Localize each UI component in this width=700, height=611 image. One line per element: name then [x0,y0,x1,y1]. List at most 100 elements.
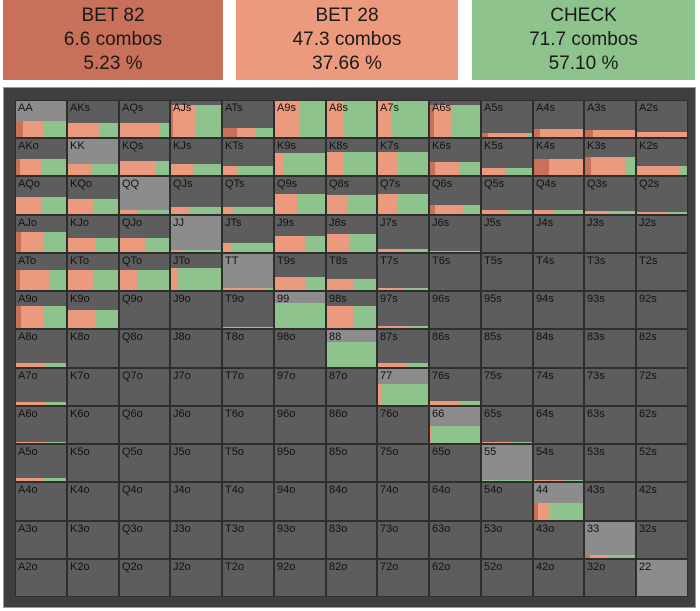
hand-cell-53s[interactable]: 53s [584,444,636,482]
hand-cell-t6s[interactable]: T6s [429,253,481,291]
hand-cell-ats[interactable]: ATs [222,100,274,138]
hand-cell-kto[interactable]: KTo [67,253,119,291]
hand-cell-52o[interactable]: 52o [481,559,533,597]
hand-cell-a8o[interactable]: A8o [15,329,67,368]
hand-cell-63s[interactable]: 63s [584,406,636,444]
hand-cell-j2s[interactable]: J2s [636,215,688,253]
hand-cell-q5o[interactable]: Q5o [119,444,170,482]
hand-cell-j8s[interactable]: J8s [326,215,377,253]
hand-cell-95s[interactable]: 95s [481,291,533,329]
hand-cell-q2s[interactable]: Q2s [636,176,688,215]
hand-cell-k4s[interactable]: K4s [533,138,584,176]
hand-cell-82o[interactable]: 82o [326,559,377,597]
hand-cell-72s[interactable]: 72s [636,368,688,406]
hand-cell-q7s[interactable]: Q7s [377,176,429,215]
hand-cell-94o[interactable]: 94o [274,482,326,521]
hand-cell-k5s[interactable]: K5s [481,138,533,176]
hand-cell-k5o[interactable]: K5o [67,444,119,482]
action-summary-bet-82[interactable]: BET 82 6.6 combos 5.23 % [3,0,223,80]
hand-cell-q9s[interactable]: Q9s [274,176,326,215]
hand-cell-32s[interactable]: 32s [636,521,688,559]
hand-cell-j4o[interactable]: J4o [170,482,222,521]
hand-cell-63o[interactable]: 63o [429,521,481,559]
hand-cell-qjs[interactable]: QJs [170,176,222,215]
hand-cell-97s[interactable]: 97s [377,291,429,329]
hand-cell-a7o[interactable]: A7o [15,368,67,406]
hand-cell-97o[interactable]: 97o [274,368,326,406]
hand-cell-jts[interactable]: JTs [222,215,274,253]
hand-cell-jj[interactable]: JJ [170,215,222,253]
hand-cell-32o[interactable]: 32o [584,559,636,597]
action-summary-check[interactable]: CHECK 71.7 combos 57.10 % [472,0,695,80]
hand-cell-j9s[interactable]: J9s [274,215,326,253]
hand-cell-q4s[interactable]: Q4s [533,176,584,215]
hand-cell-85s[interactable]: 85s [481,329,533,368]
hand-cell-j4s[interactable]: J4s [533,215,584,253]
hand-cell-84s[interactable]: 84s [533,329,584,368]
hand-cell-52s[interactable]: 52s [636,444,688,482]
hand-cell-k3o[interactable]: K3o [67,521,119,559]
hand-cell-j3o[interactable]: J3o [170,521,222,559]
hand-cell-96s[interactable]: 96s [429,291,481,329]
hand-cell-98s[interactable]: 98s [326,291,377,329]
hand-cell-kjo[interactable]: KJo [67,215,119,253]
hand-cell-22[interactable]: 22 [636,559,688,597]
hand-cell-k2o[interactable]: K2o [67,559,119,597]
hand-cell-k7s[interactable]: K7s [377,138,429,176]
hand-cell-k9s[interactable]: K9s [274,138,326,176]
hand-cell-66[interactable]: 66 [429,406,481,444]
hand-cell-k8s[interactable]: K8s [326,138,377,176]
hand-cell-a2o[interactable]: A2o [15,559,67,597]
hand-cell-jto[interactable]: JTo [170,253,222,291]
hand-cell-k3s[interactable]: K3s [584,138,636,176]
hand-cell-44[interactable]: 44 [533,482,584,521]
hand-cell-aks[interactable]: AKs [67,100,119,138]
hand-cell-73s[interactable]: 73s [584,368,636,406]
hand-cell-54s[interactable]: 54s [533,444,584,482]
hand-cell-t9s[interactable]: T9s [274,253,326,291]
hand-cell-j7s[interactable]: J7s [377,215,429,253]
hand-cell-k9o[interactable]: K9o [67,291,119,329]
hand-cell-a9s[interactable]: A9s [274,100,326,138]
hand-cell-t3s[interactable]: T3s [584,253,636,291]
hand-cell-k2s[interactable]: K2s [636,138,688,176]
hand-cell-83o[interactable]: 83o [326,521,377,559]
hand-cell-j9o[interactable]: J9o [170,291,222,329]
hand-cell-j5o[interactable]: J5o [170,444,222,482]
hand-cell-62s[interactable]: 62s [636,406,688,444]
hand-cell-87o[interactable]: 87o [326,368,377,406]
hand-cell-qjo[interactable]: QJo [119,215,170,253]
hand-cell-55[interactable]: 55 [481,444,533,482]
hand-cell-t8o[interactable]: T8o [222,329,274,368]
hand-cell-43s[interactable]: 43s [584,482,636,521]
hand-cell-84o[interactable]: 84o [326,482,377,521]
hand-cell-a3s[interactable]: A3s [584,100,636,138]
hand-cell-t9o[interactable]: T9o [222,291,274,329]
hand-cell-76o[interactable]: 76o [377,406,429,444]
hand-cell-75s[interactable]: 75s [481,368,533,406]
hand-cell-q4o[interactable]: Q4o [119,482,170,521]
hand-cell-a2s[interactable]: A2s [636,100,688,138]
hand-cell-q2o[interactable]: Q2o [119,559,170,597]
hand-cell-aqs[interactable]: AQs [119,100,170,138]
hand-cell-t7o[interactable]: T7o [222,368,274,406]
hand-cell-k4o[interactable]: K4o [67,482,119,521]
hand-cell-j5s[interactable]: J5s [481,215,533,253]
hand-cell-43o[interactable]: 43o [533,521,584,559]
hand-cell-t5s[interactable]: T5s [481,253,533,291]
hand-cell-q8s[interactable]: Q8s [326,176,377,215]
hand-cell-qto[interactable]: QTo [119,253,170,291]
hand-cell-ajo[interactable]: AJo [15,215,67,253]
hand-cell-a7s[interactable]: A7s [377,100,429,138]
hand-cell-54o[interactable]: 54o [481,482,533,521]
hand-cell-aqo[interactable]: AQo [15,176,67,215]
hand-cell-76s[interactable]: 76s [429,368,481,406]
hand-cell-a9o[interactable]: A9o [15,291,67,329]
hand-cell-qts[interactable]: QTs [222,176,274,215]
hand-cell-ako[interactable]: AKo [15,138,67,176]
hand-cell-t4o[interactable]: T4o [222,482,274,521]
hand-cell-kqo[interactable]: KQo [67,176,119,215]
hand-cell-k6o[interactable]: K6o [67,406,119,444]
hand-cell-q3o[interactable]: Q3o [119,521,170,559]
hand-cell-kts[interactable]: KTs [222,138,274,176]
